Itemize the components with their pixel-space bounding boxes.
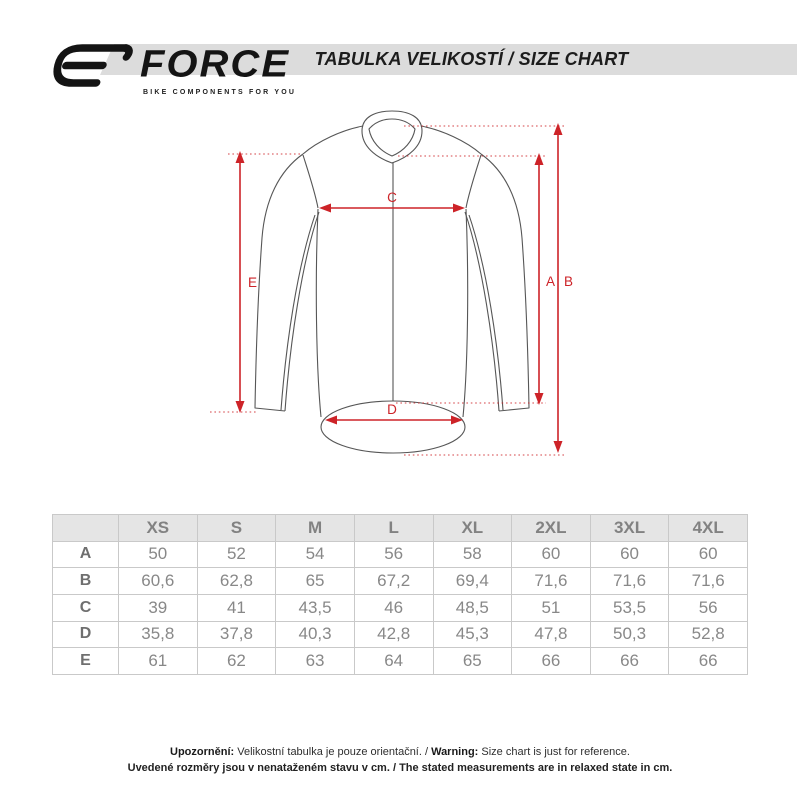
row-label-b: B	[53, 568, 118, 594]
table-cell: 71,6	[590, 568, 669, 594]
table-cell: 52	[197, 541, 276, 568]
reference-dotted-lines	[210, 125, 566, 456]
row-label-c: C	[53, 594, 118, 621]
warning-text-en: Size chart is just for reference.	[478, 746, 630, 758]
table-cell: 60	[590, 541, 669, 568]
table-cell: 54	[276, 541, 354, 568]
warning-label-cs: Upozornění:	[170, 746, 235, 758]
table-cell: 48,5	[433, 594, 512, 621]
table-cell: 58	[433, 541, 512, 568]
table-cell: 41	[197, 594, 276, 621]
size-column-header: 3XL	[590, 515, 669, 541]
table-cell: 66	[590, 648, 669, 674]
footer-measurement-note: Uvedené rozměry jsou v nenataženém stavu…	[127, 762, 673, 774]
table-cell: 53,5	[590, 594, 669, 621]
table-cell: 50	[119, 541, 197, 568]
table-cell: 65	[276, 568, 354, 594]
brand-emblem-icon	[53, 44, 133, 87]
size-table: XS S M L XL 2XL 3XL 4XL A 50 52 54 56 58 60 60 60 B 60,6 62…	[52, 514, 748, 675]
table-cell: 62,8	[197, 568, 276, 594]
measurement-arrow-d: D	[325, 402, 463, 425]
table-cell: 40,3	[276, 621, 354, 648]
table-corner-cell	[53, 515, 118, 541]
table-cell: 51	[512, 594, 590, 621]
table-cell: 67,2	[354, 568, 433, 594]
jersey-outline	[254, 110, 530, 454]
size-column-header: S	[197, 515, 276, 541]
table-cell: 50,3	[590, 621, 669, 648]
table-cell: 61	[119, 648, 197, 674]
dimension-label-a: A	[546, 274, 555, 289]
table-cell: 64	[354, 648, 433, 674]
measurement-arrow-a: A	[534, 153, 555, 405]
dimension-label-c: C	[387, 190, 397, 205]
table-cell: 43,5	[276, 594, 354, 621]
table-cell: 71,6	[512, 568, 590, 594]
measurement-arrow-b: B	[553, 123, 573, 453]
table-cell: 37,8	[197, 621, 276, 648]
table-cell: 52,8	[669, 621, 747, 648]
brand-name: FORCE	[140, 43, 290, 85]
table-cell: 63	[276, 648, 354, 674]
table-cell: 69,4	[433, 568, 512, 594]
footer-warning-line: Upozornění: Velikostní tabulka je pouze …	[0, 744, 800, 760]
jersey-measurement-diagram: E A B C D	[210, 110, 573, 456]
dimension-label-b: B	[564, 274, 573, 289]
table-cell: 66	[512, 648, 590, 674]
row-label-a: A	[53, 541, 118, 568]
table-cell: 66	[669, 648, 747, 674]
table-cell: 60	[669, 541, 747, 568]
warning-text-cs: Velikostní tabulka je pouze orientační. …	[234, 746, 432, 758]
table-cell: 56	[354, 541, 433, 568]
warning-label-en: Warning:	[431, 746, 479, 758]
table-cell: 62	[197, 648, 276, 674]
table-cell: 60,6	[119, 568, 197, 594]
footer-note: Upozornění: Velikostní tabulka je pouze …	[0, 744, 800, 776]
size-column-header: XS	[119, 515, 197, 541]
table-cell: 47,8	[512, 621, 590, 648]
dimension-label-d: D	[387, 402, 397, 417]
table-cell: 65	[433, 648, 512, 674]
size-column-header: 2XL	[512, 515, 590, 541]
table-cell: 45,3	[433, 621, 512, 648]
table-cell: 60	[512, 541, 590, 568]
brand-tagline: BIKE COMPONENTS FOR YOU	[143, 89, 297, 96]
force-logo: FORCE BIKE COMPONENTS FOR YOU	[40, 38, 300, 108]
dimension-label-e: E	[248, 275, 257, 290]
size-column-header: XL	[433, 515, 512, 541]
size-column-header: M	[276, 515, 354, 541]
table-cell: 35,8	[119, 621, 197, 648]
size-column-header: L	[354, 515, 433, 541]
measurement-arrow-c: C	[319, 190, 465, 213]
row-label-e: E	[53, 648, 118, 674]
page-title: TABULKA VELIKOSTÍ / SIZE CHART	[314, 49, 629, 69]
size-column-header: 4XL	[669, 515, 747, 541]
measurement-arrow-e: E	[235, 151, 257, 413]
table-cell: 56	[669, 594, 747, 621]
row-label-d: D	[53, 621, 118, 648]
header-band: TABULKA VELIKOSTÍ / SIZE CHART	[100, 44, 797, 75]
table-cell: 46	[354, 594, 433, 621]
table-cell: 71,6	[669, 568, 747, 594]
table-cell: 42,8	[354, 621, 433, 648]
table-cell: 39	[119, 594, 197, 621]
